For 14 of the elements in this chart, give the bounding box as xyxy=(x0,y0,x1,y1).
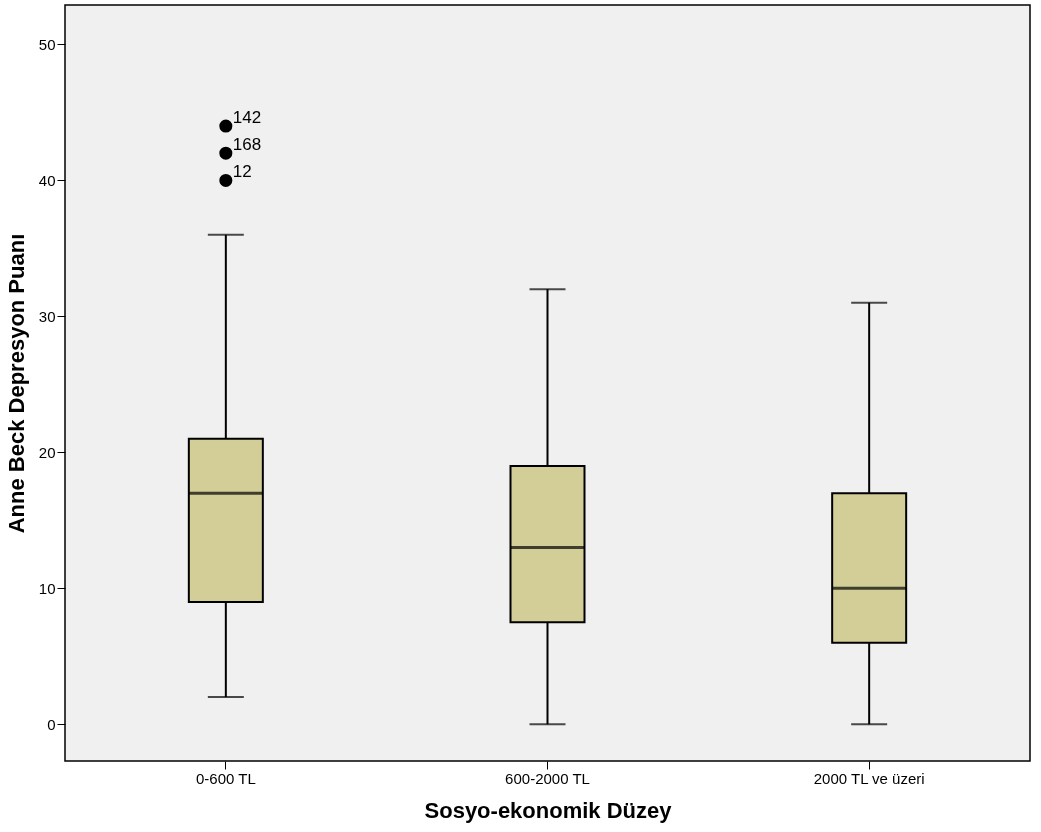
x-tick-label: 600-2000 TL xyxy=(505,769,590,787)
y-tick-label: 40 xyxy=(38,171,56,189)
y-axis-title: Anne Beck Depresyon Puanı xyxy=(3,233,29,534)
x-tick-label: 2000 TL ve üzeri xyxy=(813,769,925,787)
y-tick-label: 30 xyxy=(38,307,56,325)
y-tick-label: 0 xyxy=(47,715,56,733)
y-tick-label: 50 xyxy=(38,35,56,53)
annotation: 142 xyxy=(232,108,262,128)
annotation: 168 xyxy=(232,135,262,155)
x-tick-label: 0-600 TL xyxy=(195,769,256,787)
annotation: 12 xyxy=(232,162,252,182)
y-tick-label: 10 xyxy=(38,579,56,597)
x-axis-title: Sosyo-ekonomik Düzey xyxy=(424,797,673,823)
y-tick-label: 20 xyxy=(38,443,56,461)
